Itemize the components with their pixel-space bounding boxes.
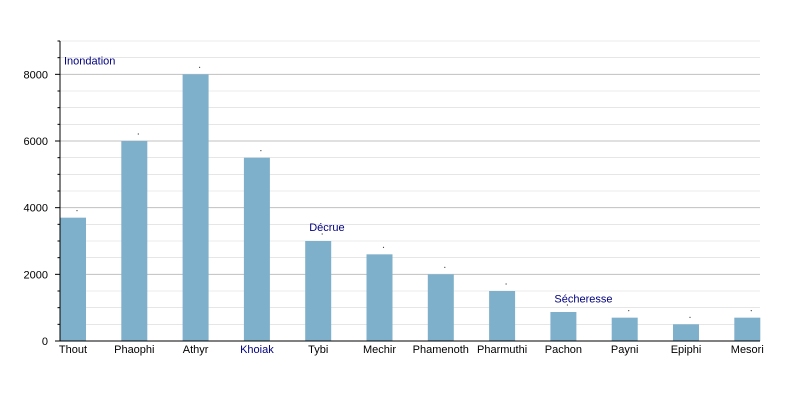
bars — [60, 66, 761, 341]
bar-mesori — [734, 317, 761, 341]
bar-marker — [628, 310, 630, 312]
bar-tybi — [305, 241, 332, 341]
bar-epiphi — [673, 324, 699, 341]
x-tick-label: Khoiak — [240, 344, 274, 356]
x-tick-label: Pachon — [545, 344, 582, 356]
x-tick-label: Phaophi — [114, 344, 154, 356]
bar-marker — [750, 310, 752, 312]
bar-phaophi — [121, 141, 148, 341]
bar-payni — [611, 317, 638, 341]
bar-marker — [199, 66, 201, 68]
bar-pharmuthi — [489, 291, 516, 341]
y-tick-label: 2000 — [24, 269, 48, 281]
grid-lines — [60, 40, 760, 325]
bar-thout — [60, 217, 86, 341]
x-tick-label: Mesori — [731, 344, 764, 356]
y-axis-ticks: 0 2000 4000 6000 8000 — [24, 40, 60, 348]
bar-marker — [505, 283, 507, 285]
bar-marker — [321, 233, 323, 235]
x-tick-label: Pharmuthi — [477, 344, 527, 356]
bar-marker — [444, 266, 446, 268]
bar-phamenoth — [427, 274, 454, 341]
annotations: Inondation Décrue Sécheresse — [64, 55, 612, 305]
x-tick-label: Mechir — [363, 344, 396, 356]
bar-khoiak — [243, 157, 270, 341]
bar-marker — [137, 133, 139, 135]
x-tick-label: Epiphi — [671, 344, 702, 356]
y-tick-label: 0 — [42, 336, 48, 348]
annotation-label: Sécheresse — [554, 294, 612, 306]
x-tick-label: Payni — [611, 344, 639, 356]
bar-athyr — [182, 74, 209, 341]
bar-marker — [76, 210, 78, 212]
x-tick-label: Athyr — [183, 344, 209, 356]
x-axis-labels: Thout Phaophi Athyr Khoiak Tybi Mechir Phameno… — [59, 344, 764, 356]
x-tick-label: Tybi — [308, 344, 328, 356]
annotation-label: Inondation — [64, 55, 115, 67]
bar-marker — [382, 246, 385, 248]
bar-pachon — [550, 312, 577, 341]
annotation-label: Décrue — [309, 222, 344, 234]
x-tick-label: Thout — [59, 344, 87, 356]
x-tick-label: Phamenoth — [413, 344, 469, 356]
y-tick-label: 4000 — [24, 203, 48, 215]
y-tick-label: 6000 — [24, 136, 48, 148]
bar-marker — [689, 316, 691, 318]
bar-marker — [260, 150, 262, 152]
bar-mechir — [366, 254, 393, 341]
y-tick-label: 8000 — [24, 69, 48, 81]
bar-marker — [566, 304, 569, 306]
